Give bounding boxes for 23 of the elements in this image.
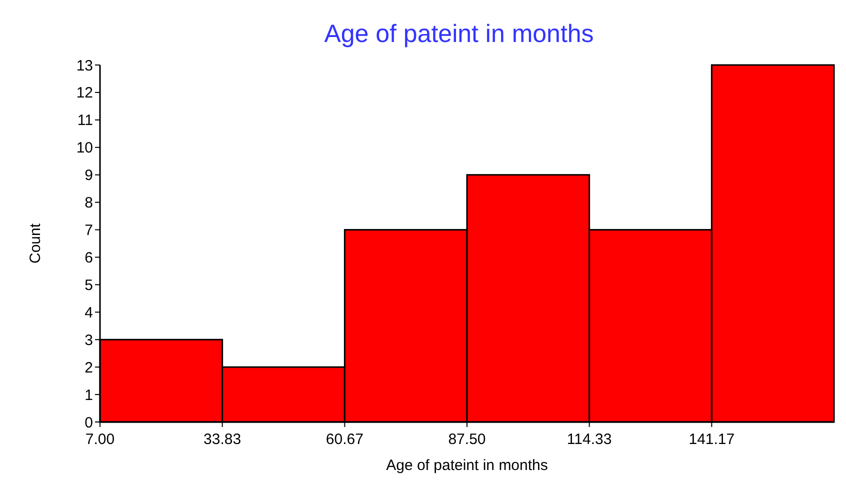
x-tick-label: 114.33 <box>566 431 612 448</box>
y-tick-label: 0 <box>84 414 93 432</box>
y-tick-label: 9 <box>84 167 93 184</box>
x-tick-label: 87.50 <box>448 431 486 448</box>
y-tick-label: 7 <box>84 222 93 240</box>
y-axis-title: Count <box>27 222 44 264</box>
y-tick-label: 8 <box>84 194 93 212</box>
x-axis-title: Age of pateint in months <box>386 457 548 474</box>
y-tick-label: 1 <box>84 386 93 404</box>
y-tick-label: 5 <box>84 276 93 294</box>
y-tick-label: 6 <box>84 249 93 266</box>
x-tick-label: 33.83 <box>204 431 242 448</box>
y-tick-label: 2 <box>84 359 93 376</box>
x-tick-label: 141.17 <box>688 431 735 448</box>
y-tick-label: 4 <box>84 304 93 322</box>
y-tick-label: 10 <box>76 140 93 157</box>
x-tick-label: 7.00 <box>85 431 115 448</box>
x-tick-label: 60.67 <box>326 431 364 448</box>
y-tick-label: 11 <box>77 112 93 130</box>
y-tick-label: 12 <box>76 84 93 102</box>
chart-title: Age of pateint in months <box>324 20 594 48</box>
y-tick-label: 13 <box>76 57 93 74</box>
y-tick-label: 3 <box>84 332 93 349</box>
